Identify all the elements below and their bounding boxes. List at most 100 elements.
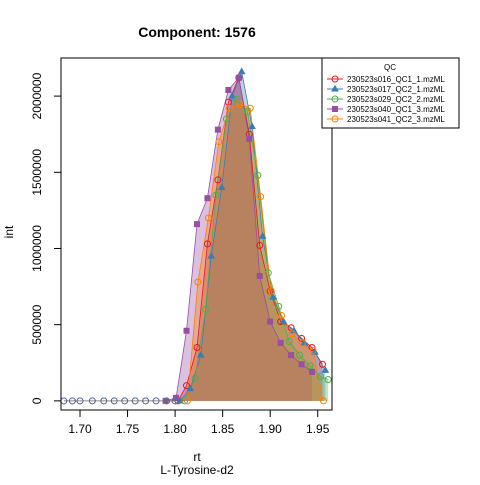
legend-swatch-marker xyxy=(331,75,339,83)
series-2-point xyxy=(279,317,288,325)
legend-label: 230523s029_QC2_2.mzML xyxy=(347,95,445,104)
series-4-point xyxy=(256,272,263,279)
series-4-point xyxy=(267,318,274,325)
series-2-point xyxy=(248,122,256,130)
x-tick-label: 1.75 xyxy=(116,422,140,436)
series-5-point xyxy=(236,100,244,108)
legend: QC 230523s016_QC1_1.mzML230523s017_QC2_1… xyxy=(321,57,460,129)
y-axis-label: int xyxy=(2,225,16,238)
series-4-point xyxy=(309,368,316,375)
series-5-point xyxy=(267,287,275,295)
legend-entry-1: 230523s016_QC1_1.mzML xyxy=(327,75,445,84)
series-5-point xyxy=(194,278,202,286)
series-1-point xyxy=(183,382,191,390)
series-2-point xyxy=(217,183,226,191)
legend-label: 230523s040_QC1_3.mzML xyxy=(347,105,445,114)
series-2-point xyxy=(186,384,195,392)
x-tick-label: 1.70 xyxy=(68,422,92,436)
legend-title: QC xyxy=(384,63,396,72)
legend-box xyxy=(321,57,460,129)
series-4-point xyxy=(214,126,221,133)
legend-label: 230523s041_QC2_3.mzML xyxy=(347,115,445,124)
x-tick-label: 1.95 xyxy=(306,422,330,436)
series-2-point xyxy=(228,91,237,99)
series-5-point xyxy=(278,312,286,320)
series-2-point xyxy=(290,326,298,334)
y-tick-label: 1000000 xyxy=(30,225,44,272)
series-4-point xyxy=(288,352,295,359)
series-2-point xyxy=(269,293,277,300)
series-line-1 xyxy=(177,76,323,402)
legend-entry-3: 230523s029_QC2_2.mzML xyxy=(327,95,445,104)
series-3-point xyxy=(324,376,332,384)
series-1-point xyxy=(298,334,306,342)
series-2-point xyxy=(258,232,267,239)
series-2-point xyxy=(311,347,319,355)
series-3-point xyxy=(285,337,293,345)
y-tick-label: 2000000 xyxy=(30,72,44,119)
y-tick-label: 500000 xyxy=(30,304,44,344)
legend-entry-4: 230523s040_QC1_3.mzML xyxy=(327,105,445,114)
series-3-point xyxy=(202,305,210,313)
series-3-point xyxy=(212,191,220,199)
legend-swatch-marker xyxy=(332,106,338,112)
series-5-point xyxy=(204,214,212,222)
series-4-point xyxy=(183,327,190,334)
series-4-point xyxy=(277,339,284,346)
series-3-point xyxy=(264,269,272,277)
x-tick-label: 1.90 xyxy=(259,422,283,436)
series-1-point xyxy=(214,176,222,184)
series-4-point xyxy=(235,74,242,81)
series-3-point xyxy=(191,374,199,382)
series-2-point xyxy=(207,251,216,259)
x-axis-label: rt xyxy=(193,450,201,464)
series-1-point xyxy=(193,344,201,352)
series-3-point xyxy=(222,115,230,123)
series-area-4 xyxy=(165,77,312,401)
x-tick-label: 1.85 xyxy=(211,422,235,436)
series-5-point xyxy=(288,330,296,338)
y-tick-label: 1500000 xyxy=(30,149,44,196)
series-1-point xyxy=(203,240,211,248)
series-area-3 xyxy=(184,99,329,401)
legend-items: 230523s016_QC1_1.mzML230523s017_QC2_1.mz… xyxy=(327,75,445,124)
series-1-point xyxy=(256,241,264,249)
x-tick-label: 1.80 xyxy=(163,422,187,436)
series-5-point xyxy=(309,347,317,355)
series-3-point xyxy=(275,302,283,310)
y-tick-label: 0 xyxy=(30,397,44,404)
plot-area xyxy=(60,67,332,405)
series-4-point xyxy=(225,87,232,93)
series-5-point xyxy=(225,104,233,112)
legend-label: 230523s017_QC2_1.mzML xyxy=(347,85,445,94)
x-axis-sublabel: L-Tyrosine-d2 xyxy=(160,463,234,477)
series-4-point xyxy=(193,221,200,228)
series-4-point xyxy=(246,135,253,142)
series-2-point xyxy=(321,366,330,373)
series-3-point xyxy=(306,362,314,370)
series-2-point xyxy=(196,350,205,358)
series-area-1 xyxy=(178,77,323,401)
series-2-point xyxy=(237,67,246,75)
series-5-point xyxy=(319,397,327,405)
series-4-point xyxy=(298,361,305,368)
chart-title: Component: 1576 xyxy=(138,24,256,40)
legend-label: 230523s016_QC1_1.mzML xyxy=(347,75,445,84)
series-5-point xyxy=(299,339,307,347)
series-3-point xyxy=(317,372,325,380)
legend-entry-2: 230523s017_QC2_1.mzML xyxy=(327,84,445,94)
series-3-point xyxy=(296,351,304,359)
axes: 1.70 1.75 1.80 1.85 1.90 1.95 0 500000 1000000 15… xyxy=(30,57,333,436)
series-5-point xyxy=(215,138,223,146)
series-3-point xyxy=(254,171,262,179)
legend-swatch-marker xyxy=(331,95,339,103)
series-5-point xyxy=(246,104,254,112)
series-1-point xyxy=(308,344,316,352)
legend-swatch-marker xyxy=(331,115,339,123)
series-area-5 xyxy=(187,103,324,401)
series-4-point xyxy=(204,195,211,202)
legend-entry-5: 230523s041_QC2_3.mzML xyxy=(327,115,445,124)
series-5-point xyxy=(257,193,265,201)
